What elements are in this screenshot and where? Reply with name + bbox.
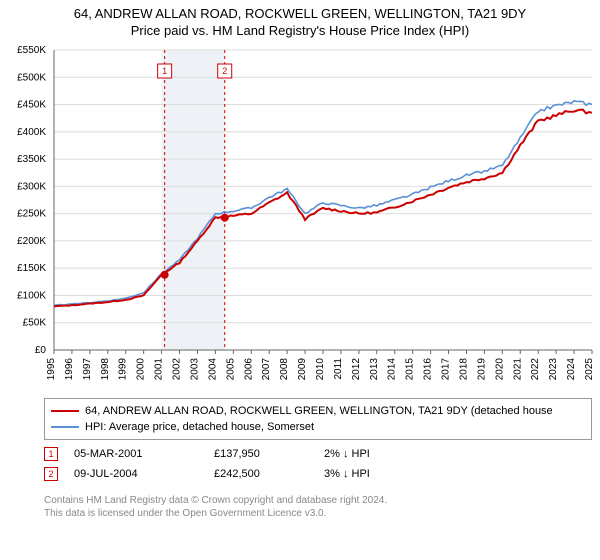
marker-pct: 3% ↓ HPI: [324, 468, 444, 480]
marker-price: £137,950: [214, 448, 324, 460]
svg-text:2012: 2012: [351, 358, 362, 381]
svg-text:2023: 2023: [548, 358, 559, 381]
svg-text:£550K: £550K: [17, 45, 46, 56]
legend-item: 64, ANDREW ALLAN ROAD, ROCKWELL GREEN, W…: [51, 403, 585, 419]
line-chart: £0 £50K £100K £150K £200K £250K £300K £350K £400…: [0, 44, 600, 394]
svg-text:1998: 1998: [100, 358, 111, 381]
svg-text:1: 1: [162, 66, 167, 76]
svg-text:2010: 2010: [315, 358, 326, 381]
svg-text:2002: 2002: [172, 358, 183, 381]
marker-pct: 2% ↓ HPI: [324, 448, 444, 460]
svg-text:2001: 2001: [154, 358, 165, 381]
svg-text:2008: 2008: [279, 358, 290, 381]
marker-row: 1 05-MAR-2001£137,9502% ↓ HPI: [44, 444, 592, 464]
svg-text:£100K: £100K: [17, 290, 46, 301]
svg-text:2005: 2005: [225, 358, 236, 381]
svg-text:£200K: £200K: [17, 236, 46, 247]
marker-price: £242,500: [214, 468, 324, 480]
credits-line1: Contains HM Land Registry data © Crown c…: [44, 494, 387, 507]
svg-text:2022: 2022: [530, 358, 541, 381]
legend-swatch: [51, 410, 79, 412]
legend: 64, ANDREW ALLAN ROAD, ROCKWELL GREEN, W…: [44, 398, 592, 440]
marker-date: 09-JUL-2004: [74, 468, 214, 480]
svg-text:2025: 2025: [584, 358, 595, 381]
svg-text:£0: £0: [35, 345, 47, 356]
svg-text:2015: 2015: [405, 358, 416, 381]
svg-text:2011: 2011: [333, 358, 344, 380]
svg-text:2018: 2018: [458, 358, 469, 381]
svg-text:2016: 2016: [423, 358, 434, 381]
credits: Contains HM Land Registry data © Crown c…: [44, 494, 387, 520]
chart-area: £0 £50K £100K £150K £200K £250K £300K £350K £400…: [0, 44, 600, 394]
svg-text:£500K: £500K: [17, 72, 46, 83]
svg-text:£150K: £150K: [17, 263, 46, 274]
legend-label: 64, ANDREW ALLAN ROAD, ROCKWELL GREEN, W…: [85, 405, 553, 417]
svg-text:£300K: £300K: [17, 181, 46, 192]
svg-text:2004: 2004: [207, 358, 218, 381]
svg-text:2021: 2021: [512, 358, 523, 381]
svg-text:2000: 2000: [136, 358, 147, 381]
svg-text:£50K: £50K: [23, 318, 47, 329]
legend-label: HPI: Average price, detached house, Some…: [85, 421, 314, 433]
svg-text:2024: 2024: [566, 358, 577, 381]
svg-text:1999: 1999: [118, 358, 129, 381]
marker-date: 05-MAR-2001: [74, 448, 214, 460]
svg-text:2014: 2014: [387, 358, 398, 381]
svg-text:2020: 2020: [494, 358, 505, 381]
svg-text:2013: 2013: [369, 358, 380, 381]
svg-text:1997: 1997: [82, 358, 93, 381]
svg-text:2017: 2017: [441, 358, 452, 381]
svg-text:£400K: £400K: [17, 127, 46, 138]
svg-text:2003: 2003: [189, 358, 200, 381]
svg-text:1996: 1996: [64, 358, 75, 381]
marker-table: 1 05-MAR-2001£137,9502% ↓ HPI 2 09-JUL-2004…: [44, 444, 592, 484]
svg-text:2006: 2006: [243, 358, 254, 381]
svg-text:£250K: £250K: [17, 209, 46, 220]
credits-line2: This data is licensed under the Open Gov…: [44, 507, 387, 520]
svg-text:2019: 2019: [476, 358, 487, 381]
svg-text:£450K: £450K: [17, 100, 46, 111]
marker-badge: 2: [44, 467, 58, 481]
chart-title: 64, ANDREW ALLAN ROAD, ROCKWELL GREEN, W…: [0, 0, 600, 38]
svg-text:1995: 1995: [46, 358, 57, 381]
svg-text:2: 2: [222, 66, 227, 76]
svg-text:2007: 2007: [261, 358, 272, 381]
title-line2: Price paid vs. HM Land Registry's House …: [0, 23, 600, 38]
marker-row: 2 09-JUL-2004£242,5003% ↓ HPI: [44, 464, 592, 484]
marker-badge: 1: [44, 447, 58, 461]
legend-swatch: [51, 426, 79, 428]
svg-text:£350K: £350K: [17, 154, 46, 165]
title-line1: 64, ANDREW ALLAN ROAD, ROCKWELL GREEN, W…: [0, 6, 600, 21]
legend-item: HPI: Average price, detached house, Some…: [51, 419, 585, 435]
svg-text:2009: 2009: [297, 358, 308, 381]
